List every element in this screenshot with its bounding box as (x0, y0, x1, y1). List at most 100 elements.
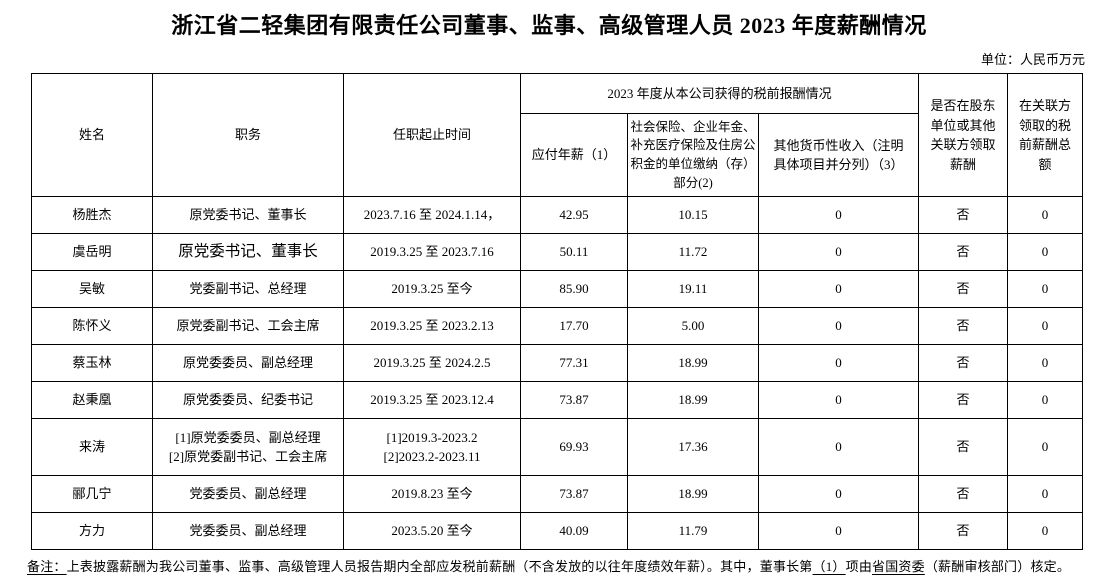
cell-insurance: 10.15 (627, 196, 759, 234)
cell-related-party: 否 (918, 270, 1009, 308)
table-row: 蔡玉林 原党委委员、副总经理 2019.3.25 至 2024.2.5 77.3… (31, 344, 1084, 382)
cell-salary: 73.87 (520, 381, 628, 419)
cell-tenure: 2019.8.23 至今 (343, 475, 521, 513)
cell-tenure: 2019.3.25 至 2024.2.5 (343, 344, 521, 382)
cell-name: 赵秉凰 (31, 381, 153, 419)
footer-note-underline-1: （1） (812, 559, 846, 574)
cell-insurance: 19.11 (627, 270, 759, 308)
cell-other-income: 0 (757, 196, 920, 234)
cell-insurance: 11.72 (627, 233, 759, 271)
cell-related-total: 0 (1007, 418, 1084, 476)
footer-note-text-1: 上表披露薪酬为我公司董事、监事、高级管理人员报告期内全部应发税前薪酬（不含发放的… (66, 559, 813, 574)
cell-position: 原党委副书记、工会主席 (152, 307, 344, 345)
header-compensation-group: 2023 年度从本公司获得的税前报酬情况 (519, 73, 920, 114)
cell-salary: 17.70 (520, 307, 628, 345)
cell-related-party: 否 (918, 196, 1009, 234)
cell-other-income: 0 (757, 233, 920, 271)
cell-other-income: 0 (757, 307, 920, 345)
cell-insurance: 18.99 (627, 381, 759, 419)
cell-related-party: 否 (918, 233, 1009, 271)
header-other-income: 其他货币性收入（注明具体项目并分列）（3） (757, 113, 920, 197)
cell-tenure: 2019.3.25 至 2023.12.4 (343, 381, 521, 419)
cell-related-party: 否 (918, 475, 1009, 513)
salary-table: 姓名 职务 任职起止时间 2023 年度从本公司获得的税前报酬情况 是否在股东单… (31, 73, 1084, 550)
table-row: 杨胜杰 原党委书记、董事长 2023.7.16 至 2024.1.14， 42.… (31, 196, 1084, 234)
page-title: 浙江省二轻集团有限责任公司董事、监事、高级管理人员 2023 年度薪酬情况 (171, 13, 927, 38)
cell-other-income: 0 (757, 418, 920, 476)
cell-position: 原党委委员、纪委书记 (152, 381, 344, 419)
tenure-line-2: [2]2023.2-2023.11 (383, 449, 481, 464)
table-row: 吴敏 党委副书记、总经理 2019.3.25 至今 85.90 19.11 0 … (31, 270, 1084, 308)
table-row: 方力 党委委员、副总经理 2023.5.20 至今 40.09 11.79 0 … (31, 512, 1084, 550)
cell-position: 党委委员、副总经理 (152, 475, 344, 513)
cell-insurance: 5.00 (627, 307, 759, 345)
cell-name: 虞岳明 (31, 233, 153, 271)
cell-related-total: 0 (1007, 344, 1084, 382)
cell-related-total: 0 (1007, 381, 1084, 419)
unit-label: 单位：人民币万元 (980, 52, 1085, 67)
table-row: 陈怀义 原党委副书记、工会主席 2019.3.25 至 2023.2.13 17… (31, 307, 1084, 345)
cell-related-party: 否 (918, 512, 1009, 550)
cell-position: [1]原党委委员、副总经理 [2]原党委副书记、工会主席 (152, 418, 344, 476)
cell-insurance: 11.79 (627, 512, 759, 550)
cell-salary: 73.87 (520, 475, 628, 513)
table-row: 来涛 [1]原党委委员、副总经理 [2]原党委副书记、工会主席 [1]2019.… (31, 418, 1084, 476)
cell-salary: 42.95 (520, 196, 628, 234)
header-related-total: 在关联方领取的税前薪酬总额 (1007, 73, 1084, 197)
table-row: 虞岳明 原党委书记、董事长 2019.3.25 至 2023.7.16 50.1… (31, 233, 1084, 271)
table-row: 郦几宁 党委委员、副总经理 2019.8.23 至今 73.87 18.99 0… (31, 475, 1084, 513)
cell-name: 来涛 (31, 418, 153, 476)
footer-note-underline-2: 省国资委 (872, 559, 925, 574)
header-name: 姓名 (31, 73, 153, 197)
cell-other-income: 0 (757, 512, 920, 550)
footer-note: 备注：上表披露薪酬为我公司董事、监事、高级管理人员报告期内全部应发税前薪酬（不含… (0, 550, 1098, 575)
cell-position: 党委委员、副总经理 (152, 512, 344, 550)
cell-related-total: 0 (1007, 270, 1084, 308)
cell-tenure: 2019.3.25 至 2023.7.16 (343, 233, 521, 271)
cell-related-total: 0 (1007, 196, 1084, 234)
cell-name: 郦几宁 (31, 475, 153, 513)
cell-salary: 85.90 (520, 270, 628, 308)
cell-tenure: 2023.5.20 至今 (343, 512, 521, 550)
footer-note-label: 备注： (27, 559, 67, 574)
cell-tenure: 2019.3.25 至 2023.2.13 (343, 307, 521, 345)
cell-insurance: 17.36 (627, 418, 759, 476)
cell-salary: 50.11 (520, 233, 628, 271)
cell-related-total: 0 (1007, 233, 1084, 271)
footer-note-text-2: 项由 (845, 559, 873, 574)
cell-other-income: 0 (757, 344, 920, 382)
cell-salary: 40.09 (520, 512, 628, 550)
header-tenure: 任职起止时间 (343, 73, 521, 197)
cell-name: 吴敏 (31, 270, 153, 308)
header-salary: 应付年薪（1） (520, 113, 628, 197)
cell-insurance: 18.99 (627, 344, 759, 382)
footer-note-text-3: （薪酬审核部门）核定。 (924, 559, 1071, 574)
cell-position: 原党委委员、副总经理 (152, 344, 344, 382)
cell-tenure: 2023.7.16 至 2024.1.14， (343, 196, 521, 234)
cell-related-party: 否 (918, 418, 1009, 476)
cell-position: 原党委书记、董事长 (152, 196, 344, 234)
cell-related-party: 否 (918, 381, 1009, 419)
cell-other-income: 0 (757, 475, 920, 513)
cell-name: 方力 (31, 512, 153, 550)
table-row: 赵秉凰 原党委委员、纪委书记 2019.3.25 至 2023.12.4 73.… (31, 381, 1084, 419)
cell-tenure: 2019.3.25 至今 (343, 270, 521, 308)
tenure-line-1: [1]2019.3-2023.2 (386, 429, 478, 445)
header-insurance: 社会保险、企业年金、补充医疗保险及住房公积金的单位缴纳（存）部分(2) (627, 113, 759, 197)
cell-position: 原党委书记、董事长 (152, 233, 344, 271)
cell-related-party: 否 (918, 307, 1009, 345)
cell-other-income: 0 (757, 381, 920, 419)
cell-position: 党委副书记、总经理 (152, 270, 344, 308)
cell-salary: 77.31 (520, 344, 628, 382)
cell-related-total: 0 (1007, 307, 1084, 345)
cell-related-total: 0 (1007, 512, 1084, 550)
cell-related-party: 否 (918, 344, 1009, 382)
header-related-party: 是否在股东单位或其他关联方领取薪酬 (918, 73, 1009, 197)
header-position: 职务 (152, 73, 344, 197)
cell-related-total: 0 (1007, 475, 1084, 513)
cell-name: 蔡玉林 (31, 344, 153, 382)
position-line-2: [2]原党委副书记、工会主席 (168, 449, 328, 464)
cell-insurance: 18.99 (627, 475, 759, 513)
cell-name: 杨胜杰 (31, 196, 153, 234)
cell-salary: 69.93 (520, 418, 628, 476)
